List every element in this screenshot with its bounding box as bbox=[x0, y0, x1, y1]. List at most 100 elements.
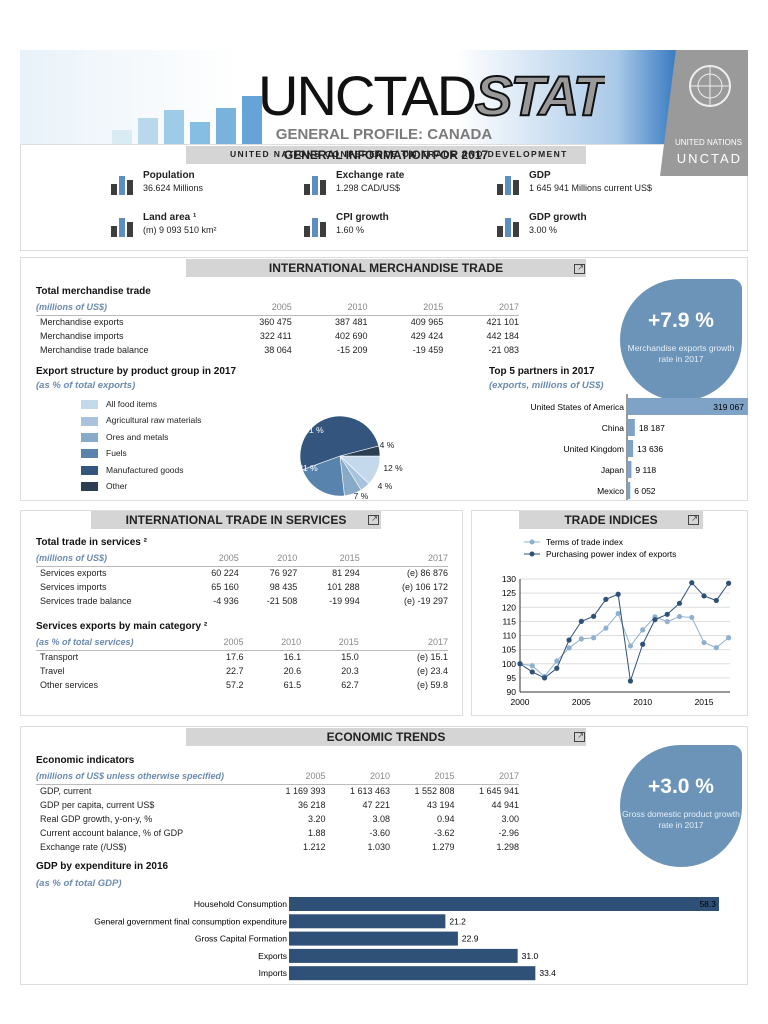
info-value: 3.00 % bbox=[529, 225, 558, 235]
partner-label: Mexico bbox=[597, 486, 624, 496]
services-cat-title: Services exports by main category ² bbox=[36, 621, 208, 632]
legend-item: Agricultural raw materials bbox=[81, 415, 202, 426]
un-line2: UNCTAD bbox=[676, 151, 742, 166]
data-point bbox=[701, 639, 707, 646]
table-cell: (e) 106 172 bbox=[401, 582, 448, 592]
data-point bbox=[664, 611, 670, 617]
pie-unit: (as % of total exports) bbox=[36, 380, 136, 391]
external-link-icon[interactable]: ↗ bbox=[368, 515, 379, 525]
data-point bbox=[725, 635, 732, 641]
legend-swatch bbox=[81, 449, 98, 459]
pie-label: 12 % bbox=[383, 463, 403, 473]
y-tick-label: 100 bbox=[502, 659, 516, 669]
table-row: Merchandise imports 322 411 402 690 429 424… bbox=[36, 329, 519, 343]
logo-bar bbox=[242, 96, 262, 150]
data-point bbox=[517, 661, 523, 667]
table-cell: (e) 15.1 bbox=[416, 652, 448, 663]
gdp-exp-value: 22.9 bbox=[462, 934, 479, 944]
legend-item: Other bbox=[81, 481, 128, 492]
table-row: Real GDP growth, y-on-y, % 3.20 3.08 0.94 3.… bbox=[36, 812, 519, 826]
year-header: 2015 bbox=[301, 635, 359, 651]
services-table: (millions of US$) 2005 2010 2015 2017 Service… bbox=[36, 551, 448, 608]
legend-swatch bbox=[81, 465, 98, 475]
table-cell: 47 221 bbox=[362, 800, 390, 810]
table-cell: 38 064 bbox=[264, 345, 292, 355]
partner-value: 9 118 bbox=[635, 465, 656, 475]
trade-indices-chart: 90 95 100 105 110 115 120 125 130 2000 2005 2010 201… bbox=[502, 537, 732, 707]
un-line1: UNITED NATIONS bbox=[675, 138, 742, 147]
bubble-value: +7.9 % bbox=[648, 309, 714, 332]
services-table-title: Total trade in services ² bbox=[36, 537, 147, 548]
year-header: 2015 bbox=[297, 551, 360, 567]
economic-trends-panel: ECONOMIC TRENDS ↗ Economic indicators (m… bbox=[20, 726, 748, 985]
table-cell: -3.60 bbox=[369, 828, 390, 838]
legend-label: Other bbox=[106, 481, 128, 491]
row-label: Merchandise imports bbox=[40, 331, 124, 341]
table-cell: 1.298 bbox=[496, 842, 519, 852]
y-tick-label: 95 bbox=[507, 673, 517, 683]
legend-label: All food items bbox=[106, 399, 158, 409]
table-cell: (e) 59.8 bbox=[416, 680, 448, 690]
partner-label: United Kingdom bbox=[564, 444, 624, 454]
legend-item: All food items bbox=[81, 399, 158, 410]
data-point bbox=[713, 645, 719, 651]
row-label: Merchandise trade balance bbox=[40, 345, 149, 355]
legend-label: Ores and metals bbox=[106, 431, 169, 442]
table-cell: -19 459 bbox=[412, 345, 444, 355]
data-point bbox=[627, 643, 634, 649]
economic-header: ECONOMIC TRENDS bbox=[186, 728, 586, 746]
table-cell: 61.5 bbox=[283, 680, 302, 690]
external-link-icon[interactable]: ↗ bbox=[574, 264, 585, 274]
partners-title: Top 5 partners in 2017 bbox=[489, 366, 595, 377]
partner-value: 18 187 bbox=[639, 423, 665, 433]
unctadstat-logo: UNCTADSTAT bbox=[258, 64, 606, 128]
logo-bar bbox=[138, 118, 158, 150]
data-point bbox=[541, 675, 548, 681]
table-cell: (e) -19 297 bbox=[403, 596, 448, 606]
data-point bbox=[578, 618, 584, 624]
table-unit: (millions of US$) bbox=[36, 551, 186, 567]
pie-label: 21 % bbox=[298, 463, 318, 473]
bubble-value: +3.0 % bbox=[648, 775, 714, 798]
trade-indices-panel: TRADE INDICES ↗ 90 95 100 105 110 115 120 125 13… bbox=[471, 510, 748, 716]
data-point bbox=[640, 641, 646, 647]
data-point bbox=[615, 610, 621, 617]
partner-bar bbox=[628, 398, 748, 415]
data-point bbox=[652, 617, 658, 623]
table-cell: 62.7 bbox=[341, 680, 359, 690]
legend-marker bbox=[529, 551, 535, 557]
info-value: 1.60 % bbox=[336, 225, 365, 235]
land-area-icon bbox=[111, 218, 133, 237]
data-point bbox=[591, 635, 597, 641]
year-header: 2010 bbox=[291, 300, 368, 316]
row-label: Services imports bbox=[40, 582, 107, 592]
page-title: GENERAL PROFILE: CANADA bbox=[275, 126, 493, 143]
table-row: Transport 17.6 16.1 15.0 (e) 15.1 bbox=[36, 650, 448, 664]
data-point bbox=[676, 613, 683, 620]
legend-label: Agricultural raw materials bbox=[106, 415, 202, 426]
gdp-exp-title: GDP by expenditure in 2016 bbox=[36, 861, 169, 872]
merchandise-header: INTERNATIONAL MERCHANDISE TRADE bbox=[186, 259, 586, 277]
info-label: GDP growth bbox=[529, 212, 587, 223]
data-point bbox=[529, 669, 535, 675]
table-cell: 442 184 bbox=[486, 331, 519, 341]
table-cell: 1 645 941 bbox=[478, 786, 519, 797]
row-label: Travel bbox=[40, 666, 65, 676]
table-unit: (millions of US$ unless otherwise specif… bbox=[36, 769, 261, 785]
logo-subtitle: UNITED NATIONS CONFERENCE ON TRADE AND D… bbox=[230, 149, 568, 159]
data-point bbox=[591, 613, 597, 619]
table-cell: 44 941 bbox=[491, 800, 519, 810]
table-unit: (millions of US$) bbox=[36, 300, 216, 316]
external-link-icon[interactable]: ↗ bbox=[574, 732, 585, 742]
year-header: 2017 bbox=[454, 769, 519, 785]
x-tick-label: 2010 bbox=[633, 697, 652, 707]
legend-swatch bbox=[81, 433, 98, 443]
data-point bbox=[689, 614, 695, 621]
gdp-exp-unit: (as % of total GDP) bbox=[36, 878, 122, 889]
table-cell: -2.96 bbox=[498, 828, 519, 838]
data-point bbox=[578, 636, 584, 642]
merch-table-title: Total merchandise trade bbox=[36, 286, 151, 297]
row-label: Other services bbox=[40, 680, 99, 690]
external-link-icon[interactable]: ↗ bbox=[688, 515, 699, 525]
legend-label: Terms of trade index bbox=[546, 537, 624, 547]
